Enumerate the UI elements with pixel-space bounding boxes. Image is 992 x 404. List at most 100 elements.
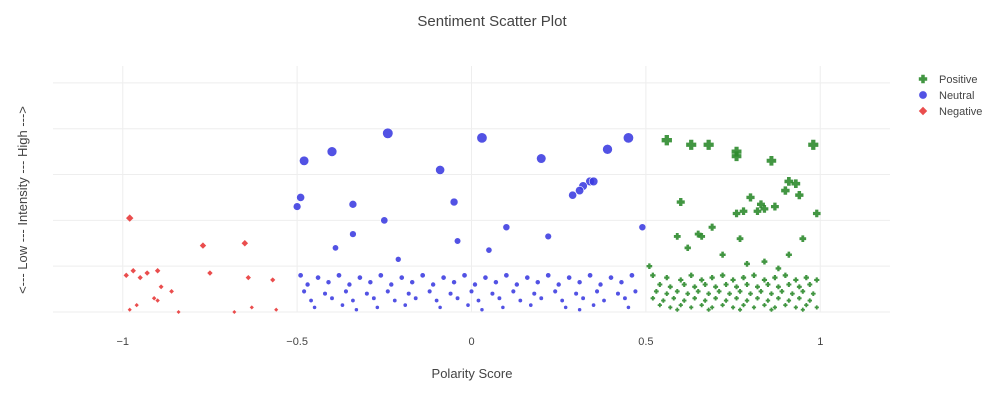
x-axis-title: Polarity Score: [432, 366, 513, 381]
neutral-point: [451, 279, 457, 286]
neutral-point: [580, 295, 586, 301]
neutral-point: [500, 305, 506, 310]
neutral-point: [349, 230, 357, 238]
neutral-point: [576, 279, 583, 286]
neutral-point: [555, 281, 562, 288]
negative-point: [127, 307, 132, 312]
positive-point: [678, 277, 684, 283]
positive-point: [650, 296, 656, 301]
x-tick-labels: −1 −0.5 0 0.5 1: [116, 336, 823, 348]
positive-point: [675, 307, 680, 312]
positive-point: [799, 235, 807, 243]
positive-point: [765, 298, 771, 303]
neutral-point: [406, 291, 412, 297]
positive-point: [762, 303, 767, 308]
positive-point: [760, 205, 769, 213]
positive-point: [734, 296, 739, 301]
negative-point: [207, 270, 213, 276]
positive-point: [710, 305, 715, 310]
positive-point: [761, 258, 768, 265]
positive-point: [676, 198, 685, 207]
negative-point: [232, 310, 237, 314]
positive-point: [703, 139, 714, 150]
neutral-point: [437, 305, 443, 310]
neutral-point: [622, 295, 628, 301]
positive-point: [808, 139, 819, 150]
neutral-point: [325, 279, 332, 286]
neutral-point: [517, 298, 523, 304]
positive-point: [800, 289, 806, 294]
neutral-point: [348, 200, 358, 209]
positive-point: [681, 282, 687, 288]
positive-point: [682, 298, 687, 303]
neutral-point: [332, 244, 339, 252]
positive-point: [786, 282, 792, 288]
neutral-point: [296, 193, 306, 202]
positive-point: [653, 289, 659, 294]
positive-point: [709, 275, 715, 281]
positive-point: [667, 284, 673, 290]
negative-point: [199, 242, 207, 249]
positive-point: [783, 303, 788, 308]
negative-point: [144, 270, 150, 276]
neutral-point: [449, 197, 459, 207]
neutral-point: [559, 298, 565, 304]
neutral-point: [454, 295, 461, 301]
positive-point: [740, 275, 747, 281]
neutral-point: [493, 279, 499, 286]
neutral-point: [340, 302, 345, 308]
positive-point: [741, 303, 746, 308]
positive-point: [751, 272, 757, 279]
negative-point: [274, 307, 279, 312]
neutral-point: [591, 302, 596, 308]
negative-point: [130, 268, 136, 274]
neutral-point: [292, 202, 302, 211]
negative-point: [134, 303, 139, 308]
positive-point: [657, 282, 663, 288]
positive-point: [807, 282, 813, 288]
positive-point: [756, 200, 765, 209]
neutral-point: [413, 295, 419, 301]
positive-point: [737, 289, 743, 294]
negative-point: [123, 272, 129, 279]
neutral-point: [394, 256, 402, 263]
neutral-point: [502, 223, 511, 232]
neutral-point: [566, 274, 573, 281]
neutral-point: [587, 272, 594, 279]
positive-point: [694, 230, 702, 238]
positive-point: [737, 307, 743, 312]
positive-point: [699, 277, 705, 283]
chart-title: Sentiment Scatter Plot: [417, 13, 567, 30]
positive-point: [727, 291, 732, 297]
neutral-point: [435, 165, 446, 175]
positive-point: [772, 275, 778, 281]
positive-point: [781, 186, 790, 195]
neutral-point: [430, 281, 436, 288]
legend-label-negative: Negative: [939, 106, 982, 118]
positive-point: [776, 296, 781, 301]
positive-point: [673, 233, 681, 240]
positive-point: [796, 284, 802, 290]
x-tick-label: 0: [468, 336, 474, 348]
positive-point: [706, 307, 711, 312]
neutral-point: [601, 298, 607, 304]
positive-point: [734, 284, 740, 290]
positive-point: [657, 303, 662, 308]
positive-point: [706, 291, 711, 297]
neutral-point: [380, 216, 389, 225]
neutral-point: [402, 302, 408, 308]
positive-point: [692, 296, 697, 301]
positive-point: [807, 298, 812, 303]
neutral-point: [326, 146, 338, 157]
neutral-point: [531, 291, 537, 297]
neutral-point: [472, 281, 478, 288]
positive-point: [723, 298, 729, 303]
positive-point: [650, 272, 656, 279]
positive-point: [751, 305, 757, 310]
neutral-point: [482, 274, 489, 281]
positive-point: [793, 305, 798, 310]
positive-point: [730, 305, 736, 310]
neutral-point: [514, 281, 520, 288]
positive-point: [810, 291, 816, 297]
